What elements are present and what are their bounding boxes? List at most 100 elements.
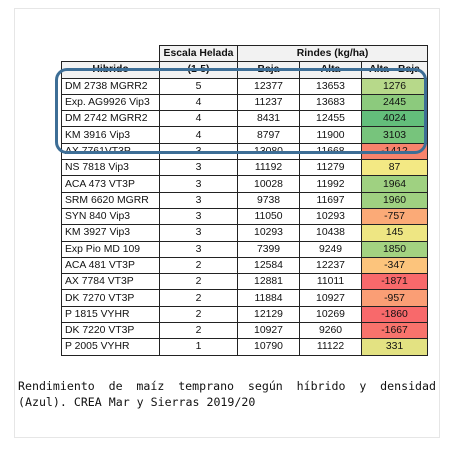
image-card: Escala Helada Rindes (kg/ha) Hibrido (1-… xyxy=(14,8,440,438)
table-row: DM 2738 MGRR2 5 12377 13653 1276 xyxy=(61,77,428,95)
cell-alta: 12237 xyxy=(299,256,362,275)
cell-baja: 12584 xyxy=(237,256,300,275)
cell-hibrido: P 2005 VYHR xyxy=(61,338,160,356)
cell-escala: 3 xyxy=(159,240,238,258)
table-row: AX 7761VT3P 3 13080 11668 -1412 xyxy=(61,142,428,161)
table-row: ACA 473 VT3P 3 10028 11992 1964 xyxy=(61,175,428,193)
table-row: P 1815 VYHR 2 12129 10269 -1860 xyxy=(61,305,428,324)
cell-escala: 2 xyxy=(159,305,238,324)
table-row: ACA 481 VT3P 2 12584 12237 -347 xyxy=(61,256,428,275)
cell-baja: 12377 xyxy=(237,77,300,95)
cell-escala: 3 xyxy=(159,224,238,242)
cell-escala: 2 xyxy=(159,289,238,307)
table-row: SRM 6620 MGRR 3 9738 11697 1960 xyxy=(61,191,428,209)
cell-escala: 4 xyxy=(159,110,238,128)
cell-alta: 10927 xyxy=(299,289,362,307)
cell-baja: 12129 xyxy=(237,305,300,324)
cell-baja: 10790 xyxy=(237,338,300,356)
cell-hibrido: SYN 840 Vip3 xyxy=(61,207,160,226)
header-hibrido: Hibrido xyxy=(61,61,160,79)
cell-escala: 2 xyxy=(159,256,238,275)
header-row-columns: Hibrido (1-5) Baja Alta Alta - Baja xyxy=(61,61,428,79)
header-alta: Alta xyxy=(299,61,362,79)
header-baja: Baja xyxy=(237,61,300,79)
cell-alta: 9260 xyxy=(299,322,362,340)
table-row: P 2005 VYHR 1 10790 11122 331 xyxy=(61,338,428,356)
cell-baja: 12881 xyxy=(237,273,300,291)
cell-baja: 10927 xyxy=(237,322,300,340)
cell-hibrido: KM 3916 Vip3 xyxy=(61,126,160,144)
cell-alta-baja: -1860 xyxy=(361,305,428,324)
cell-hibrido: AX 7761VT3P xyxy=(61,142,160,161)
header-escala-range: (1-5) xyxy=(159,61,238,79)
cell-alta-baja: -1412 xyxy=(361,142,428,161)
cell-hibrido: DK 7270 VT3P xyxy=(61,289,160,307)
cell-alta-baja: -757 xyxy=(361,207,428,226)
figure-caption: Rendimiento de maíz temprano según híbri… xyxy=(18,379,436,409)
cell-hibrido: KM 3927 Vip3 xyxy=(61,224,160,242)
table-row: Exp. AG9926 Vip3 4 11237 13683 2445 xyxy=(61,93,428,112)
cell-escala: 3 xyxy=(159,159,238,177)
table-row: NS 7818 Vip3 3 11192 11279 87 xyxy=(61,159,428,177)
cell-baja: 9738 xyxy=(237,191,300,209)
header-row-group: Escala Helada Rindes (kg/ha) xyxy=(61,44,428,63)
cell-hibrido: Exp. AG9926 Vip3 xyxy=(61,93,160,112)
table-row: DK 7270 VT3P 2 11884 10927 -957 xyxy=(61,289,428,307)
cell-escala: 4 xyxy=(159,126,238,144)
cell-hibrido: ACA 481 VT3P xyxy=(61,256,160,275)
cell-escala: 1 xyxy=(159,338,238,356)
cell-alta: 11011 xyxy=(299,273,362,291)
cell-alta: 11668 xyxy=(299,142,362,161)
cell-escala: 3 xyxy=(159,175,238,193)
cell-alta-baja: 2445 xyxy=(361,93,428,112)
cell-hibrido: DK 7220 VT3P xyxy=(61,322,160,340)
yield-table-wrapper: Escala Helada Rindes (kg/ha) Hibrido (1-… xyxy=(61,44,428,356)
cell-hibrido: P 1815 VYHR xyxy=(61,305,160,324)
cell-baja: 7399 xyxy=(237,240,300,258)
cell-alta: 11697 xyxy=(299,191,362,209)
cell-hibrido: AX 7784 VT3P xyxy=(61,273,160,291)
cell-alta-baja: 4024 xyxy=(361,110,428,128)
cell-alta: 11279 xyxy=(299,159,362,177)
cell-baja: 10293 xyxy=(237,224,300,242)
cell-alta: 11900 xyxy=(299,126,362,144)
header-rindes: Rindes (kg/ha) xyxy=(237,44,428,63)
table-row: AX 7784 VT3P 2 12881 11011 -1871 xyxy=(61,273,428,291)
header-escala-helada: Escala Helada xyxy=(159,44,238,63)
cell-escala: 5 xyxy=(159,77,238,95)
cell-baja: 11237 xyxy=(237,93,300,112)
cell-alta-baja: -957 xyxy=(361,289,428,307)
cell-alta: 13683 xyxy=(299,93,362,112)
cell-hibrido: ACA 473 VT3P xyxy=(61,175,160,193)
cell-escala: 3 xyxy=(159,142,238,161)
yield-table: Escala Helada Rindes (kg/ha) Hibrido (1-… xyxy=(61,44,428,356)
cell-escala: 2 xyxy=(159,273,238,291)
cell-hibrido: DM 2738 MGRR2 xyxy=(61,77,160,95)
cell-escala: 3 xyxy=(159,191,238,209)
cell-hibrido: SRM 6620 MGRR xyxy=(61,191,160,209)
cell-hibrido: NS 7818 Vip3 xyxy=(61,159,160,177)
cell-hibrido: Exp Pio MD 109 xyxy=(61,240,160,258)
table-row: SYN 840 Vip3 3 11050 10293 -757 xyxy=(61,207,428,226)
table-row: KM 3916 Vip3 4 8797 11900 3103 xyxy=(61,126,428,144)
table-row: DM 2742 MGRR2 4 8431 12455 4024 xyxy=(61,110,428,128)
cell-alta: 11992 xyxy=(299,175,362,193)
cell-alta: 10293 xyxy=(299,207,362,226)
cell-alta-baja: -347 xyxy=(361,256,428,275)
cell-escala: 2 xyxy=(159,322,238,340)
cell-alta: 10438 xyxy=(299,224,362,242)
table-row: KM 3927 Vip3 3 10293 10438 145 xyxy=(61,224,428,242)
cell-alta: 13653 xyxy=(299,77,362,95)
cell-alta-baja: 1960 xyxy=(361,191,428,209)
cell-alta: 11122 xyxy=(299,338,362,356)
table-body: DM 2738 MGRR2 5 12377 13653 1276 Exp. AG9926 … xyxy=(61,77,428,356)
cell-baja: 13080 xyxy=(237,142,300,161)
cell-baja: 11192 xyxy=(237,159,300,177)
table-row: DK 7220 VT3P 2 10927 9260 -1667 xyxy=(61,322,428,340)
cell-alta: 12455 xyxy=(299,110,362,128)
header-alta-baja: Alta - Baja xyxy=(361,61,428,79)
cell-alta-baja: 1964 xyxy=(361,175,428,193)
cell-baja: 10028 xyxy=(237,175,300,193)
cell-escala: 4 xyxy=(159,93,238,112)
cell-alta: 10269 xyxy=(299,305,362,324)
